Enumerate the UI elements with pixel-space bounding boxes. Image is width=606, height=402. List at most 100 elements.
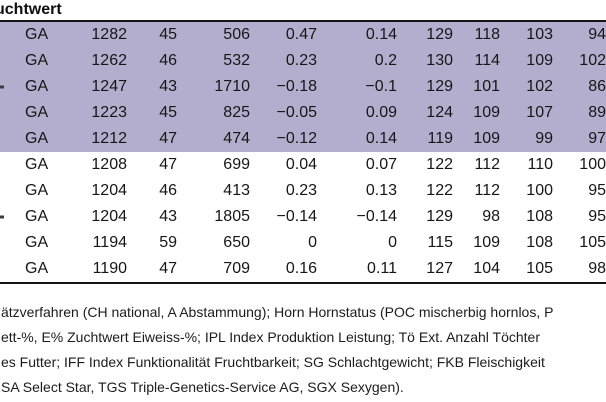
table-cell: 47 (159, 156, 177, 173)
page-title: uchtwert (0, 1, 62, 18)
table-cell: 109 (473, 130, 500, 147)
table-cell: 0.04 (285, 156, 317, 173)
table-cell-ga: GA (25, 52, 49, 69)
table-cell: 108 (526, 208, 553, 225)
table-cell: 532 (223, 52, 250, 69)
table-cell: 127 (426, 260, 453, 277)
table-cell: 129 (426, 208, 453, 225)
breeding-values-table: GA 1282 45 506 0.47 0.14 129 118 103 94 GA 1262 46 53… (0, 22, 606, 282)
table-cell: 112 (474, 182, 500, 199)
clipped-text-fragment (0, 215, 4, 219)
table-cell: 122 (426, 156, 453, 173)
table-cell: 47 (159, 260, 177, 277)
table-cell: 109 (526, 52, 553, 69)
table-cell: 43 (159, 78, 177, 95)
table-cell-ga: GA (25, 26, 49, 43)
table-cell-ga: GA (0, 204, 50, 230)
table-cell-ga: GA (25, 130, 49, 147)
table-cell: 46 (159, 52, 177, 69)
table-cell: 109 (473, 104, 500, 121)
table-cell: 118 (474, 26, 500, 43)
table-cell: 108 (526, 234, 553, 251)
table-cell: 0.11 (367, 260, 397, 277)
table-cell: 506 (223, 26, 250, 43)
table-cell: 1212 (91, 130, 127, 147)
table-cell: 114 (474, 52, 500, 69)
table-cell: 100 (579, 156, 606, 173)
table-row: GA 1247 43 1710 −0.18 −0.1 129 101 102 86 (0, 74, 606, 100)
table-row: GA 1204 46 413 0.23 0.13 122 112 100 95 (0, 178, 606, 204)
footnote-line: es Futter; IFF Index Funktionalität Fruc… (1, 354, 545, 370)
table-cell: 825 (223, 104, 250, 121)
table-row: GA 1194 59 650 0 0 115 109 108 105 (0, 230, 606, 256)
table-row: GA 1212 47 474 −0.12 0.14 119 109 99 97 (0, 126, 606, 152)
table-cell: 98 (588, 260, 606, 277)
table-cell-ga: GA (0, 74, 50, 100)
table-cell: 1710 (214, 78, 250, 95)
table-cell: 97 (588, 130, 606, 147)
table-cell: 474 (223, 130, 250, 147)
table-cell: 105 (579, 234, 606, 251)
table-cell: 1247 (91, 78, 127, 95)
table-row: GA 1208 47 699 0.04 0.07 122 112 110 100 (0, 152, 606, 178)
table-row: GA 1262 46 532 0.23 0.2 130 114 109 102 (0, 48, 606, 74)
table-cell-ga: GA (25, 260, 49, 277)
table-bottom-divider (0, 282, 606, 284)
table-row: GA 1190 47 709 0.16 0.11 127 104 105 98 (0, 256, 606, 282)
footnote-line: ätzverfahren (CH national, A Abstammung)… (1, 304, 554, 320)
table-cell: 1194 (92, 234, 127, 251)
table-row: GA 1282 45 506 0.47 0.14 129 118 103 94 (0, 22, 606, 48)
table-cell: 413 (223, 182, 250, 199)
table-cell: 47 (159, 130, 177, 147)
clipped-text-fragment (0, 85, 4, 89)
table-cell: 59 (159, 234, 177, 251)
table-cell: 99 (535, 130, 553, 147)
table-cell: 1208 (91, 156, 127, 173)
footnote-line: SA Select Star, TGS Triple-Genetics-Serv… (1, 379, 404, 395)
table-cell-ga: GA (25, 156, 49, 173)
table-cell: −0.14 (356, 208, 397, 225)
table-cell: 122 (426, 182, 453, 199)
table-cell: 1204 (91, 182, 127, 199)
table-cell: 101 (473, 78, 500, 95)
table-cell: 0.16 (285, 260, 317, 277)
table-cell: 0.14 (365, 130, 397, 147)
table-cell: 650 (223, 234, 250, 251)
table-cell: 1223 (91, 104, 127, 121)
table-cell: 124 (426, 104, 453, 121)
table-cell: −0.14 (276, 208, 317, 225)
table-cell: 89 (588, 104, 606, 121)
table-cell: 0.14 (365, 26, 397, 43)
table-cell: 119 (427, 130, 453, 147)
table-cell: 43 (159, 208, 177, 225)
table-cell: 0.23 (285, 52, 317, 69)
table-cell: 100 (526, 182, 553, 199)
table-cell: 1190 (92, 260, 127, 277)
table-cell: −0.05 (276, 104, 317, 121)
table-cell: 0.09 (365, 104, 397, 121)
table-cell: 95 (588, 182, 606, 199)
table-cell: 0.47 (285, 26, 317, 43)
table-cell: 103 (526, 26, 553, 43)
footnote-line: ett-%, E% Zuchtwert Eiweiss-%; IPL Index… (1, 329, 540, 345)
table-body: GA 1282 45 506 0.47 0.14 129 118 103 94 GA 1262 46 53… (0, 22, 606, 282)
table-cell: 86 (588, 78, 606, 95)
table-cell: 107 (526, 104, 553, 121)
table-cell: −0.12 (276, 130, 317, 147)
table-cell: 709 (223, 260, 250, 277)
table-cell: 45 (159, 104, 177, 121)
table-cell: 0.2 (374, 52, 397, 69)
table-cell-ga: GA (25, 234, 49, 251)
table-cell: 0.07 (365, 156, 397, 173)
table-cell: 102 (526, 78, 553, 95)
table-cell: 0.13 (365, 182, 397, 199)
table-cell: 1282 (91, 26, 127, 43)
table-cell: 0 (308, 234, 317, 251)
table-cell: 129 (426, 26, 453, 43)
table-cell: 129 (426, 78, 453, 95)
table-cell: 0.23 (285, 182, 317, 199)
table-row: GA 1204 43 1805 −0.14 −0.14 129 98 108 95 (0, 204, 606, 230)
table-cell: 1805 (214, 208, 250, 225)
table-cell: 112 (474, 156, 500, 173)
